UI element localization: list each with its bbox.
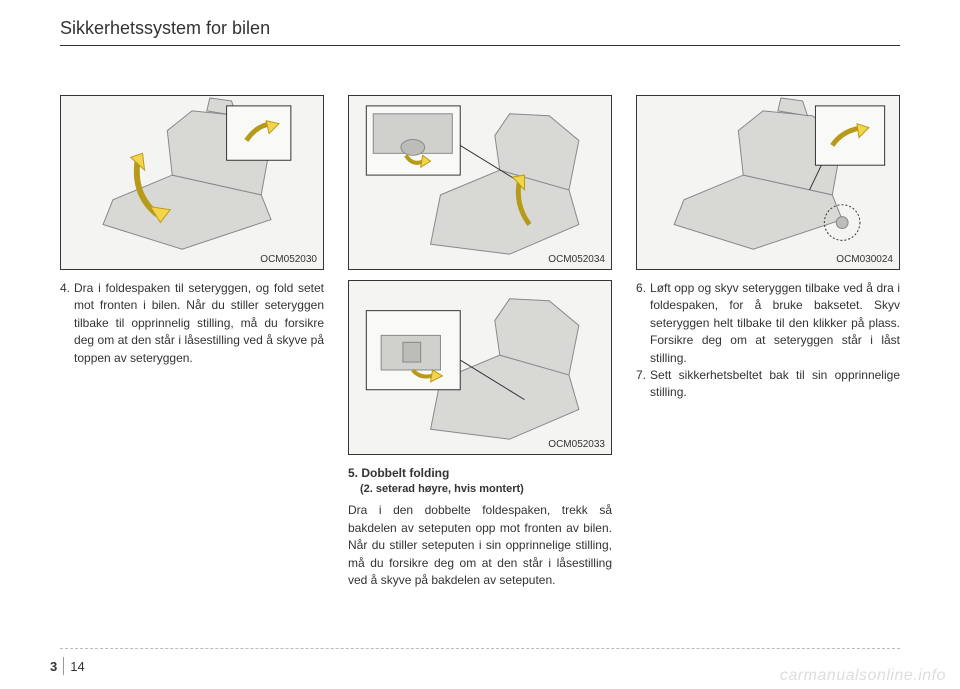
- figure-seat-side: OCM052034: [348, 95, 612, 270]
- column-3: OCM030024 6. Løft opp og skyv seteryggen…: [636, 95, 900, 593]
- page-number: 14: [70, 659, 84, 674]
- page-header: Sikkerhetssystem for bilen: [60, 18, 900, 46]
- content-area: OCM052030 4. Dra i foldespaken til seter…: [60, 95, 900, 593]
- page-title: Sikkerhetssystem for bilen: [60, 18, 900, 45]
- seat-illustration: [349, 96, 611, 269]
- seat-illustration: [637, 96, 899, 269]
- heading-5: 5. Dobbelt folding: [348, 465, 612, 482]
- page-footer: 3 14: [50, 657, 85, 675]
- footer-divider: [63, 657, 64, 675]
- item-number: 7.: [636, 367, 650, 402]
- paragraph-7: 7. Sett sikkerhetsbeltet bak til sin opp…: [636, 367, 900, 402]
- figure-seat-restore: OCM030024: [636, 95, 900, 270]
- watermark: carmanualsonline.info: [780, 667, 946, 685]
- figure-label: OCM030024: [836, 254, 893, 265]
- seat-illustration: [61, 96, 323, 269]
- figure-label: OCM052033: [548, 439, 605, 450]
- header-rule: [60, 45, 900, 46]
- item-number: 6.: [636, 280, 650, 367]
- section-5: 5. Dobbelt folding (2. seterad høyre, hv…: [348, 465, 612, 589]
- item-number: 4.: [60, 280, 74, 367]
- item-text: Løft opp og skyv seteryggen tilbake ved …: [650, 280, 900, 367]
- column-2: OCM052034 OCM052033 5. Dobbelt folding (…: [348, 95, 612, 593]
- item-text: Dra i foldespaken til seteryggen, og fol…: [74, 280, 324, 367]
- column-1: OCM052030 4. Dra i foldespaken til seter…: [60, 95, 324, 593]
- item-text: Sett sikkerhetsbeltet bak til sin opprin…: [650, 367, 900, 402]
- seat-illustration: [349, 281, 611, 454]
- footer-dash-rule: [60, 648, 900, 649]
- subheading-5: (2. seterad høyre, hvis montert): [348, 482, 612, 498]
- paragraph-4: 4. Dra i foldespaken til seteryggen, og …: [60, 280, 324, 367]
- paragraph-6: 6. Løft opp og skyv seteryggen tilbake v…: [636, 280, 900, 367]
- figure-seat-double-fold: OCM052033: [348, 280, 612, 455]
- figure-label: OCM052034: [548, 254, 605, 265]
- figure-label: OCM052030: [260, 254, 317, 265]
- figure-seat-fold-lever: OCM052030: [60, 95, 324, 270]
- paragraph-5: Dra i den dobbelte foldespaken, trekk så…: [348, 502, 612, 589]
- chapter-number: 3: [50, 659, 57, 674]
